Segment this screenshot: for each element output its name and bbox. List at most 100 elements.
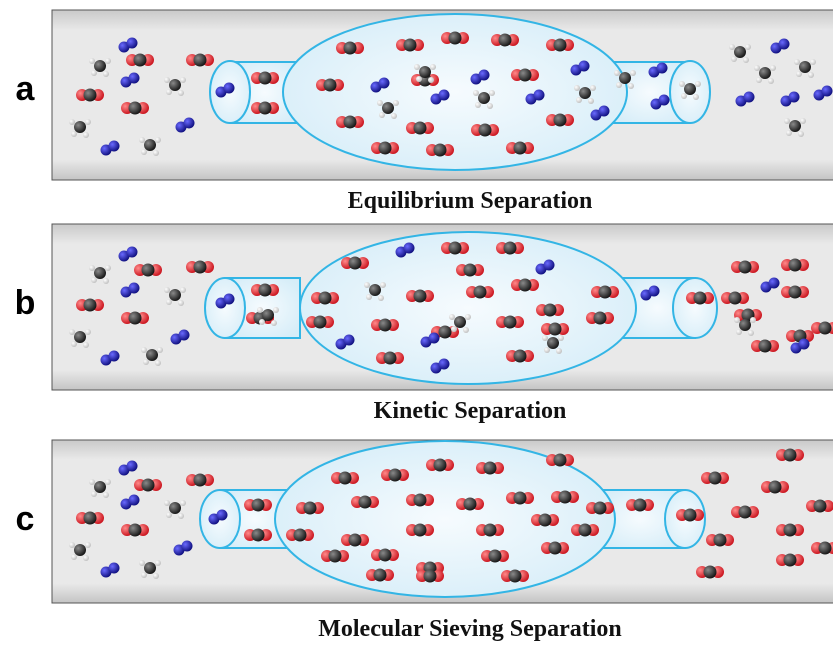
co2-molecule bbox=[511, 278, 539, 292]
n2-molecule bbox=[420, 332, 440, 348]
membrane-c bbox=[199, 440, 706, 598]
co2-molecule bbox=[546, 453, 574, 467]
co2-molecule bbox=[731, 505, 759, 519]
ch4-molecule bbox=[784, 118, 806, 137]
n2-molecule bbox=[173, 540, 193, 556]
ch4-molecule bbox=[364, 282, 386, 301]
co2-molecule bbox=[586, 501, 614, 515]
co2-molecule bbox=[396, 38, 424, 52]
co2-molecule bbox=[776, 448, 804, 462]
n2-molecule bbox=[370, 77, 390, 93]
co2-molecule bbox=[121, 311, 149, 325]
n2-molecule bbox=[170, 329, 190, 345]
ch4-molecule bbox=[449, 314, 471, 333]
co2-molecule bbox=[501, 569, 529, 583]
ch4-molecule bbox=[734, 317, 756, 336]
co2-molecule bbox=[586, 311, 614, 325]
co2-molecule bbox=[406, 121, 434, 135]
co2-molecule bbox=[76, 511, 104, 525]
co2-molecule bbox=[336, 115, 364, 129]
co2-molecule bbox=[496, 315, 524, 329]
co2-molecule bbox=[546, 38, 574, 52]
n2-molecule bbox=[780, 91, 800, 107]
co2-molecule bbox=[426, 143, 454, 157]
co2-molecule bbox=[366, 568, 394, 582]
co2-molecule bbox=[186, 260, 214, 274]
co2-molecule bbox=[134, 263, 162, 277]
co2-molecule bbox=[441, 241, 469, 255]
co2-molecule bbox=[76, 298, 104, 312]
co2-molecule bbox=[441, 31, 469, 45]
ch4-molecule bbox=[473, 90, 495, 109]
co2-molecule bbox=[731, 260, 759, 274]
n2-molecule bbox=[100, 350, 120, 366]
co2-molecule bbox=[121, 101, 149, 115]
co2-molecule bbox=[406, 289, 434, 303]
ch4-molecule bbox=[574, 85, 596, 104]
co2-molecule bbox=[306, 315, 334, 329]
panel-label-a: a bbox=[15, 70, 35, 108]
n2-molecule bbox=[175, 117, 195, 133]
n2-molecule bbox=[215, 82, 235, 98]
panel-label-c: c bbox=[15, 500, 35, 538]
ch4-molecule bbox=[414, 64, 436, 83]
caption-kinetic: Kinetic Separation bbox=[373, 398, 567, 424]
ch4-molecule bbox=[614, 70, 636, 89]
ch4-molecule bbox=[69, 542, 91, 561]
co2-molecule bbox=[536, 303, 564, 317]
ch4-molecule bbox=[139, 137, 161, 156]
co2-molecule bbox=[286, 528, 314, 542]
co2-molecule bbox=[251, 101, 279, 115]
co2-molecule bbox=[721, 291, 749, 305]
co2-molecule bbox=[491, 33, 519, 47]
ch4-molecule bbox=[679, 81, 701, 100]
co2-molecule bbox=[76, 88, 104, 102]
co2-molecule bbox=[426, 458, 454, 472]
co2-molecule bbox=[676, 508, 704, 522]
n2-molecule bbox=[118, 37, 138, 53]
co2-molecule bbox=[381, 468, 409, 482]
co2-molecule bbox=[781, 285, 809, 299]
co2-molecule bbox=[456, 497, 484, 511]
co2-molecule bbox=[476, 461, 504, 475]
co2-molecule bbox=[541, 322, 569, 336]
co2-molecule bbox=[626, 498, 654, 512]
ch4-molecule bbox=[542, 335, 564, 354]
co2-molecule bbox=[781, 258, 809, 272]
n2-molecule bbox=[640, 285, 660, 301]
ch4-molecule bbox=[141, 347, 163, 366]
co2-molecule bbox=[406, 523, 434, 537]
n2-molecule bbox=[120, 72, 140, 88]
n2-molecule bbox=[770, 38, 790, 54]
ch4-molecule bbox=[139, 560, 161, 579]
n2-molecule bbox=[120, 282, 140, 298]
co2-molecule bbox=[496, 241, 524, 255]
co2-molecule bbox=[371, 318, 399, 332]
co2-molecule bbox=[811, 541, 833, 555]
n2-molecule bbox=[790, 338, 810, 354]
n2-molecule bbox=[430, 358, 450, 374]
co2-molecule bbox=[696, 565, 724, 579]
co2-molecule bbox=[321, 549, 349, 563]
ch4-molecule bbox=[89, 58, 111, 77]
co2-molecule bbox=[751, 339, 779, 353]
ch4-molecule bbox=[164, 500, 186, 519]
n2-molecule bbox=[470, 69, 490, 85]
co2-molecule bbox=[186, 53, 214, 67]
co2-molecule bbox=[316, 78, 344, 92]
co2-molecule bbox=[686, 291, 714, 305]
co2-molecule bbox=[244, 528, 272, 542]
co2-molecule bbox=[506, 141, 534, 155]
n2-molecule bbox=[760, 277, 780, 293]
n2-molecule bbox=[430, 89, 450, 105]
ch4-molecule bbox=[377, 100, 399, 119]
co2-molecule bbox=[761, 480, 789, 494]
n2-molecule bbox=[335, 334, 355, 350]
co2-molecule bbox=[311, 291, 339, 305]
co2-molecule bbox=[251, 71, 279, 85]
n2-molecule bbox=[118, 246, 138, 262]
co2-molecule bbox=[506, 349, 534, 363]
n2-molecule bbox=[525, 89, 545, 105]
n2-molecule bbox=[813, 85, 833, 101]
co2-molecule bbox=[186, 473, 214, 487]
